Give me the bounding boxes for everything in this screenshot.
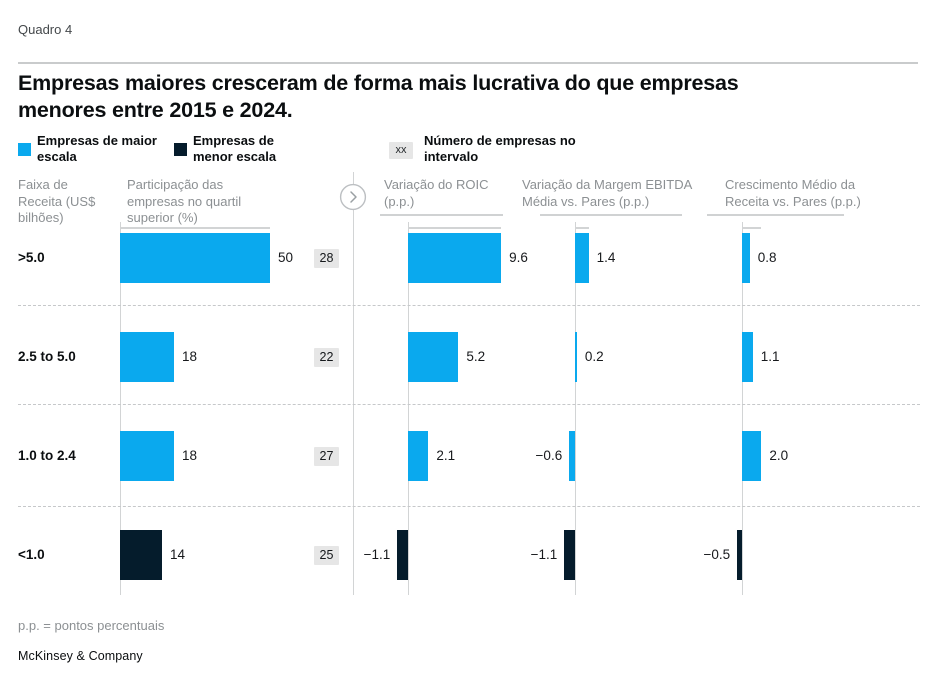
block-divider-line: [353, 172, 354, 595]
legend-count-badge: xx: [389, 142, 413, 159]
bar-value-label: −1.1: [363, 547, 391, 562]
bar: [408, 431, 429, 481]
column-header-growth: Crescimento Médio da Receita vs. Pares (…: [725, 177, 861, 209]
bar-value-label: 1.4: [596, 250, 616, 265]
axis-line-growth: [742, 222, 743, 595]
bar-value-label: −1.1: [530, 547, 558, 562]
row-separator: [18, 305, 920, 306]
bar: [742, 233, 750, 283]
row-separator: [18, 404, 920, 405]
top-divider: [18, 62, 918, 64]
header-underline-ebitda: [540, 214, 682, 216]
brand-wordmark: McKinsey & Company: [18, 649, 143, 663]
bar-value-label: 0.8: [757, 250, 777, 265]
chart-top-rule: [575, 227, 589, 229]
row-label: 2.5 to 5.0: [18, 349, 76, 364]
bar: [742, 332, 753, 382]
row-separator: [18, 506, 920, 507]
bar: [742, 431, 762, 481]
axis-line-top-quartile: [120, 222, 121, 595]
column-header-top-quartile: Participação das empresas no quartil sup…: [127, 177, 242, 225]
chart-top-rule: [742, 227, 762, 229]
exhibit-kicker: Quadro 4: [18, 22, 73, 37]
row-label: <1.0: [18, 547, 45, 562]
chart-top-rule: [120, 227, 270, 229]
bar-value-label: 0.2: [584, 349, 604, 364]
header-underline-roic: [380, 214, 503, 216]
column-header-revenue-band: Faixa de Receita (US$ bilhões): [18, 177, 96, 225]
bar: [408, 233, 502, 283]
axis-line-ebitda: [575, 222, 576, 595]
bar-value-label: −0.5: [703, 547, 731, 562]
axis-line-roic: [408, 222, 409, 595]
column-header-ebitda: Variação da Margem EBITDA Média vs. Pare…: [522, 177, 692, 209]
bar: [569, 431, 575, 481]
bar: [120, 530, 162, 580]
bar-value-label: 9.6: [509, 250, 528, 265]
bar: [408, 332, 459, 382]
bar-value-label: 18: [182, 448, 198, 463]
count-badge: 28: [314, 248, 339, 268]
count-badge: 22: [314, 347, 339, 367]
bar-value-label: 14: [170, 547, 186, 562]
legend-label-small: Empresas de menor escala: [193, 133, 277, 164]
chart-top-rule: [408, 227, 502, 229]
bar: [120, 332, 174, 382]
bar: [737, 530, 742, 580]
count-badge: 27: [314, 446, 339, 466]
legend-label-large: Empresas de maior escala: [37, 133, 157, 164]
footnote: p.p. = pontos percentuais: [18, 618, 165, 633]
row-label: >5.0: [18, 250, 45, 265]
column-header-roic: Variação do ROIC (p.p.): [384, 177, 489, 209]
exhibit-title: Empresas maiores cresceram de forma mais…: [18, 71, 739, 122]
bar-value-label: 50: [278, 250, 294, 265]
legend-swatch-small: [174, 143, 187, 156]
chevron-right-circle-icon: [339, 183, 367, 211]
bar-value-label: 2.0: [769, 448, 789, 463]
bar: [575, 332, 577, 382]
bar: [575, 233, 589, 283]
bar-value-label: 1.1: [760, 349, 780, 364]
bar-value-label: 2.1: [436, 448, 456, 463]
legend-count-label: Número de empresas no intervalo: [424, 133, 576, 164]
bar: [564, 530, 575, 580]
count-badge: 25: [314, 545, 339, 565]
bar: [397, 530, 408, 580]
bar-value-label: 5.2: [466, 349, 486, 364]
legend-swatch-large: [18, 143, 31, 156]
bar-value-label: 18: [182, 349, 198, 364]
header-underline-growth: [707, 214, 844, 216]
row-label: 1.0 to 2.4: [18, 448, 76, 463]
bar: [120, 233, 270, 283]
bar-value-label: −0.6: [535, 448, 563, 463]
bar: [120, 431, 174, 481]
